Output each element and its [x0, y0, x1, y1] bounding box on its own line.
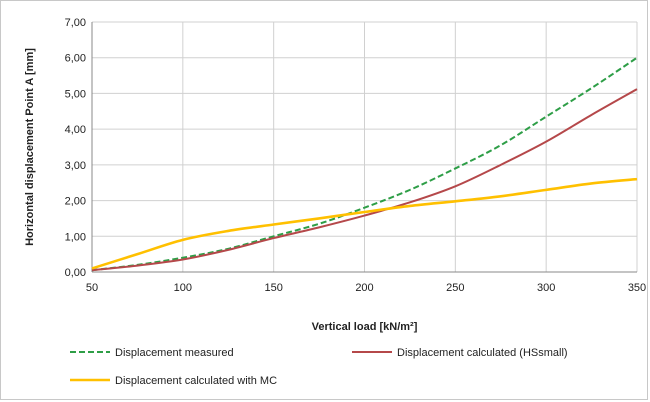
legend-label: Displacement measured — [115, 347, 234, 359]
grid — [91, 21, 638, 273]
x-tick-label: 150 — [264, 282, 282, 294]
y-tick-label: 1,00 — [65, 231, 86, 243]
y-axis-ticks: 0,00 1,00 2,00 3,00 4,00 5,00 6,00 7,00 — [65, 17, 86, 279]
y-axis-title: Horizontal displacement Point A [mm] — [24, 48, 36, 246]
x-axis-ticks: 50 100 150 200 250 300 350 — [86, 282, 646, 294]
y-tick-label: 2,00 — [65, 196, 86, 208]
legend-label: Displacement calculated with MC — [115, 375, 277, 387]
x-tick-label: 350 — [628, 282, 646, 294]
series-line — [91, 88, 638, 272]
y-tick-label: 0,00 — [65, 267, 86, 279]
series-line — [91, 177, 638, 270]
x-tick-label: 100 — [174, 282, 192, 294]
legend-label: Displacement calculated (HSsmall) — [397, 347, 568, 359]
y-tick-label: 5,00 — [65, 88, 86, 100]
x-tick-label: 200 — [355, 282, 373, 294]
y-tick-label: 4,00 — [65, 124, 86, 136]
x-tick-label: 50 — [86, 282, 98, 294]
legend: Displacement measured Displacement calcul… — [70, 347, 568, 387]
x-tick-label: 300 — [537, 282, 555, 294]
x-axis-title: Vertical load [kN/m²] — [312, 321, 418, 333]
y-tick-label: 3,00 — [65, 160, 86, 172]
x-tick-label: 250 — [446, 282, 464, 294]
y-tick-label: 6,00 — [65, 53, 86, 65]
series-lines — [91, 56, 638, 272]
series-line — [91, 56, 638, 272]
y-tick-label: 7,00 — [65, 17, 86, 29]
